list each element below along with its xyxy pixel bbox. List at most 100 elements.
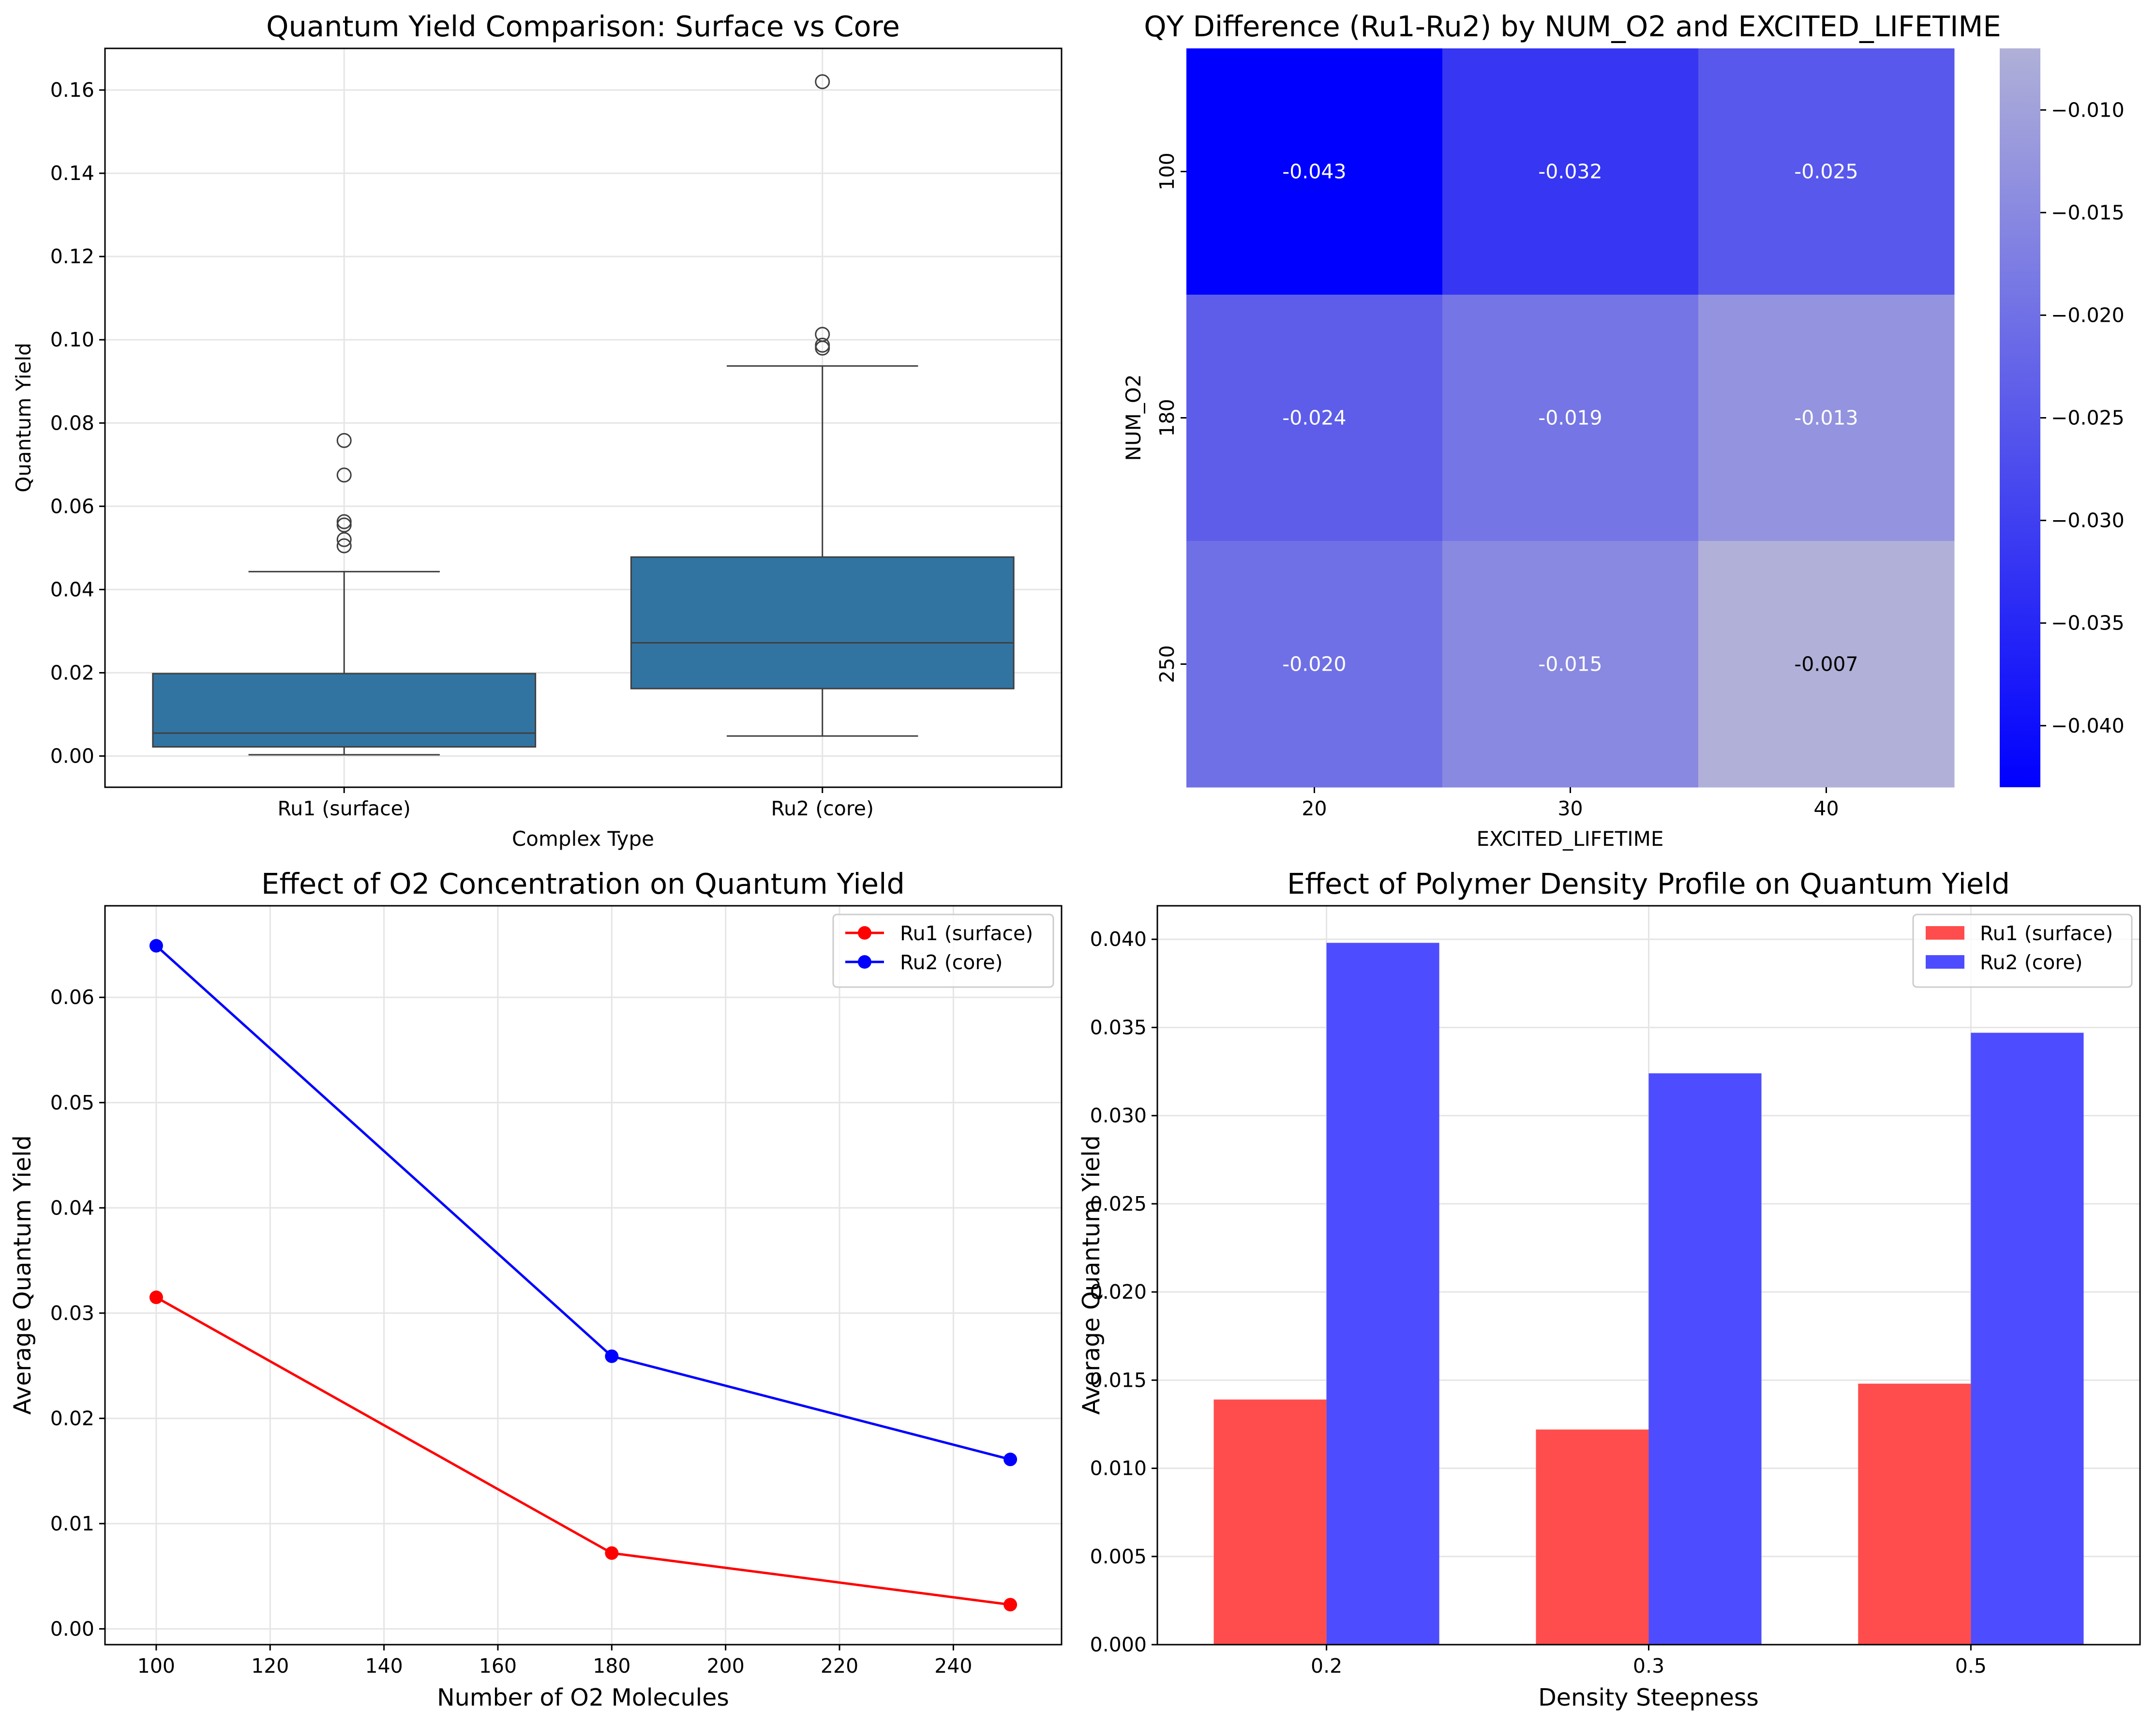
- y-tick-label: 0.14: [50, 162, 94, 185]
- y-tick-label: 0.040: [1090, 928, 1147, 951]
- legend-marker-ru2: [858, 955, 871, 969]
- bar-chart-panel: 0.000 0.005 0.010 0.015 0.020 0.025 0.030 0.035…: [1078, 867, 2141, 1711]
- y-axis-label: NUM_O2: [1122, 374, 1145, 461]
- legend-label-ru2: Ru2 (core): [1980, 951, 2083, 974]
- y-tick-label: 0.08: [50, 411, 94, 435]
- box: [152, 673, 537, 748]
- heatmap-cell: [1698, 541, 1955, 788]
- colorbar-tick-label: −0.025: [2051, 406, 2125, 430]
- outlier-point: [336, 538, 352, 554]
- axis-ticks: 20 30 40 100 180 250: [1155, 152, 1839, 820]
- y-tick-label: 0.025: [1090, 1192, 1147, 1215]
- y-ticks: 0.000 0.005 0.010 0.015 0.020 0.025 0.030 0.035…: [1090, 928, 1157, 1656]
- y-tick-label: 0.035: [1090, 1016, 1147, 1039]
- legend-label-ru1: Ru1 (surface): [1980, 922, 2113, 945]
- legend: Ru1 (surface) Ru2 (core): [832, 914, 1054, 988]
- y-tick-label: 0.00: [50, 1617, 94, 1640]
- x-tick-label: 220: [821, 1654, 858, 1678]
- cell-value-label: -0.043: [1282, 160, 1346, 183]
- y-tick-label: 0.04: [50, 578, 94, 601]
- x-axis-label: Density Steepness: [1538, 1684, 1759, 1711]
- data-point: [149, 1290, 163, 1304]
- colorbar-tick-label: −0.020: [2051, 303, 2125, 327]
- x-axis-label: Complex Type: [512, 827, 654, 851]
- x-axis-label: EXCITED_LIFETIME: [1477, 827, 1664, 851]
- outlier-point: [815, 74, 830, 90]
- outlier-point: [815, 327, 830, 342]
- y-tick-label: 0.05: [50, 1091, 94, 1114]
- y-tick-label: 0.005: [1090, 1545, 1147, 1568]
- heatmap-cell: [1186, 541, 1443, 788]
- cell-value-label: -0.020: [1282, 653, 1346, 676]
- y-tick-label: 250: [1155, 645, 1179, 683]
- y-tick-label: 0.010: [1090, 1457, 1147, 1480]
- x-tick-label: 40: [1813, 797, 1839, 820]
- y-tick-label: 0.015: [1090, 1368, 1147, 1392]
- y-ticks: 0.00 0.01 0.02 0.03 0.04 0.05 0.06: [50, 986, 105, 1640]
- x-tick-label: 0.2: [1311, 1654, 1342, 1678]
- x-tick-label: 120: [251, 1654, 289, 1678]
- x-tick-label: 160: [479, 1654, 517, 1678]
- outlier-point: [336, 433, 352, 448]
- data-point: [1003, 1453, 1018, 1467]
- heatmap-cell: [1698, 295, 1955, 541]
- cell-value-label: -0.019: [1538, 406, 1602, 430]
- y-tick-label: 0.04: [50, 1196, 94, 1219]
- boxes: [152, 74, 1015, 756]
- x-ticks: 100 120 140 160 180 200 220 240: [137, 1645, 973, 1678]
- y-ticks: 0.00 0.02 0.04 0.06 0.08 0.10 0.12 0.14 0.16: [50, 78, 105, 767]
- outlier-point: [336, 514, 352, 529]
- x-tick-label: 240: [934, 1654, 972, 1678]
- chart-title: QY Difference (Ru1-Ru2) by NUM_O2 and EX…: [1144, 10, 2001, 43]
- x-tick-label: 140: [365, 1654, 403, 1678]
- boxplot-panel: 0.00 0.02 0.04 0.06 0.08 0.10 0.12 0.14 0.16 Ru1…: [12, 10, 1063, 851]
- plot-frame: [104, 47, 1063, 788]
- y-tick-label: 0.000: [1090, 1633, 1147, 1656]
- x-tick-label: Ru2 (core): [771, 797, 874, 820]
- data-point: [149, 939, 163, 953]
- x-ticks: Ru1 (surface) Ru2 (core): [278, 787, 874, 820]
- bar: [1648, 1073, 1762, 1645]
- cell-value-label: -0.024: [1282, 406, 1346, 430]
- bar: [1858, 1383, 1971, 1645]
- legend-swatch-ru2: [1926, 955, 1964, 969]
- y-tick-label: 0.01: [50, 1512, 94, 1535]
- chart-title: Effect of Polymer Density Profile on Qua…: [1287, 867, 2010, 900]
- colorbar-ticks: −0.040 −0.035 −0.030 −0.025 −0.020 −0.015 −0.0…: [2040, 98, 2125, 737]
- plot-frame: [104, 905, 1063, 1646]
- line-chart-panel: 0.00 0.01 0.02 0.03 0.04 0.05 0.06 100 120 140 16…: [9, 867, 1063, 1711]
- heatmap-cell: [1698, 48, 1955, 295]
- heatmap-cell: [1442, 541, 1699, 788]
- cell-value-label: -0.032: [1538, 160, 1602, 183]
- y-tick-label: 0.02: [50, 1407, 94, 1430]
- colorbar-tick-label: −0.010: [2051, 98, 2125, 121]
- y-tick-label: 0.10: [50, 328, 94, 351]
- chart-title: Quantum Yield Comparison: Surface vs Cor…: [266, 10, 900, 43]
- outlier-point: [815, 337, 830, 353]
- y-tick-label: 0.00: [50, 744, 94, 767]
- colorbar-tick-label: −0.040: [2051, 714, 2125, 737]
- x-tick-label: 180: [593, 1654, 630, 1678]
- colorbar: [2000, 48, 2040, 787]
- colorbar-tick-label: −0.035: [2051, 612, 2125, 635]
- x-tick-label: 0.3: [1633, 1654, 1664, 1678]
- x-axis-label: Number of O2 Molecules: [437, 1684, 729, 1711]
- y-axis-label: Average Quantum Yield: [9, 1135, 36, 1415]
- y-axis-label: Average Quantum Yield: [1078, 1135, 1105, 1415]
- legend-label-ru1: Ru1 (surface): [900, 922, 1033, 945]
- y-tick-label: 0.020: [1090, 1280, 1147, 1304]
- cell-value-label: -0.013: [1794, 406, 1858, 430]
- heatmap-cell: [1442, 48, 1699, 295]
- y-tick-label: 0.030: [1090, 1104, 1147, 1127]
- legend-label-ru2: Ru2 (core): [900, 951, 1003, 974]
- bar: [1971, 1033, 2084, 1645]
- heatmap-panel: -0.043 -0.032 -0.025 -0.024 -0.019 -0.013 -0.0…: [1122, 10, 2125, 851]
- series-lines: [149, 939, 1018, 1612]
- x-tick-label: 0.5: [1955, 1654, 1987, 1678]
- legend-box: [832, 914, 1054, 988]
- legend-box: [1912, 914, 2133, 988]
- heatmap-cell: [1442, 295, 1699, 541]
- y-tick-label: 0.16: [50, 78, 94, 102]
- cell-value-label: -0.025: [1794, 160, 1858, 183]
